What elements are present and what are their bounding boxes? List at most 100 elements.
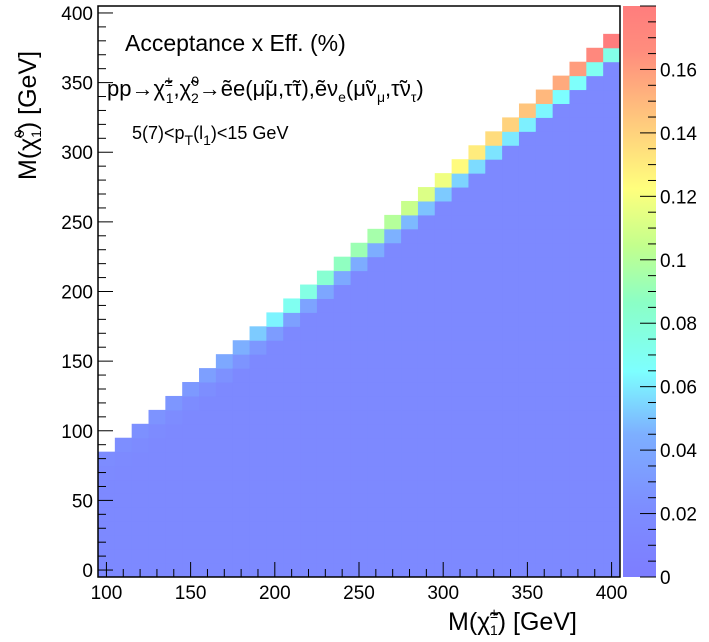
heatmap-cell [182,521,200,536]
heatmap-cell [552,89,570,104]
heatmap-cell [603,284,621,299]
heatmap-cell [384,242,402,258]
heatmap-cell [165,451,183,467]
heatmap-cell [569,228,587,244]
heatmap-cell [316,326,335,341]
heatmap-cell [249,340,267,355]
heatmap-cell [300,479,318,494]
heatmap-cell [552,507,570,522]
colorbar-tick-label: 0.06 [660,378,697,399]
heatmap-cell [266,549,284,564]
heatmap-cell [401,395,419,411]
heatmap-cell [434,368,453,383]
heatmap-cell [114,521,133,536]
heatmap-cell [266,395,284,411]
heatmap-cell [215,395,234,411]
heatmap-cell [552,535,570,550]
heatmap-cell [417,242,436,258]
heatmap-cell [451,535,469,550]
heatmap-cell [148,535,166,550]
heatmap-cell [182,507,200,522]
heatmap-cell [468,395,486,411]
heatmap-cell [518,479,537,494]
heatmap-cell [333,507,352,522]
heatmap-cell [283,549,301,564]
heatmap-cell [417,326,436,341]
heatmap-cell [367,340,385,355]
heatmap-cell [485,145,503,160]
heatmap-cell [434,493,453,508]
heatmap-cell [535,479,554,494]
heatmap-cell [232,437,251,453]
heatmap-cell [283,493,301,508]
heatmap-cell [552,159,570,174]
y-tick-label: 0 [82,561,93,582]
heatmap-cell [468,549,486,564]
heatmap-cell [199,521,217,536]
heatmap-cell [468,173,486,188]
heatmap-cell [451,187,469,202]
heatmap-cell [451,326,469,341]
heatmap-cell [535,354,554,369]
heatmap-cell [468,242,486,258]
heatmap-cell [215,451,234,467]
heatmap-cell [300,521,318,536]
heatmap-cell [535,214,554,230]
heatmap-cell [485,340,503,355]
heatmap-cell [283,382,301,397]
heatmap-cell [316,535,335,550]
heatmap-cell [603,200,621,216]
heatmap-cell [603,47,621,63]
heatmap-cell [333,298,352,313]
heatmap-cell [552,354,570,369]
heatmap-cell [350,535,368,550]
heatmap-cell [434,340,453,355]
heatmap-cell [266,535,284,550]
heatmap-cell [417,479,436,494]
heatmap-cell [485,451,503,467]
heatmap-cell [586,61,604,77]
heatmap-cell [485,409,503,425]
heatmap-cell [148,479,166,494]
heatmap-cell [586,159,604,174]
heatmap-cell [603,117,621,132]
heatmap-cell [552,187,570,202]
x-axis-title: M(χ̃± 1) [GeV] [448,605,577,638]
heatmap-cell [434,535,453,550]
heatmap-cell [417,395,436,411]
heatmap-cell [182,437,200,453]
heatmap-cell [586,326,604,341]
heatmap-cell [603,535,621,550]
heatmap-cell [535,270,554,286]
heatmap-cell [586,103,604,118]
heatmap-cell [535,103,554,118]
heatmap-cell [266,368,284,383]
heatmap-cell [535,395,554,411]
heatmap-cell [300,493,318,508]
heatmap-cell [518,298,537,313]
heatmap-cell [451,256,469,272]
heatmap-cell [232,368,251,383]
heatmap-cell [417,382,436,397]
heatmap-cell [367,465,385,481]
heatmap-cell [114,493,133,508]
heatmap-cell [434,256,453,272]
heatmap-cell [468,145,486,160]
heatmap-cell [283,451,301,467]
heatmap-cell [316,423,335,439]
heatmap-cell [350,493,368,508]
heatmap-cell [350,256,368,272]
heatmap-cell [384,409,402,425]
heatmap-cell [468,409,486,425]
heatmap-cell [603,549,621,564]
heatmap-cell [367,382,385,397]
heatmap-cell [333,312,352,327]
heatmap-cell [451,159,469,174]
heatmap-cell [384,479,402,494]
heatmap-cell [350,284,368,299]
heatmap-cell [350,451,368,467]
heatmap-cell [266,493,284,508]
heatmap-cell [569,535,587,550]
heatmap-cell [485,549,503,564]
